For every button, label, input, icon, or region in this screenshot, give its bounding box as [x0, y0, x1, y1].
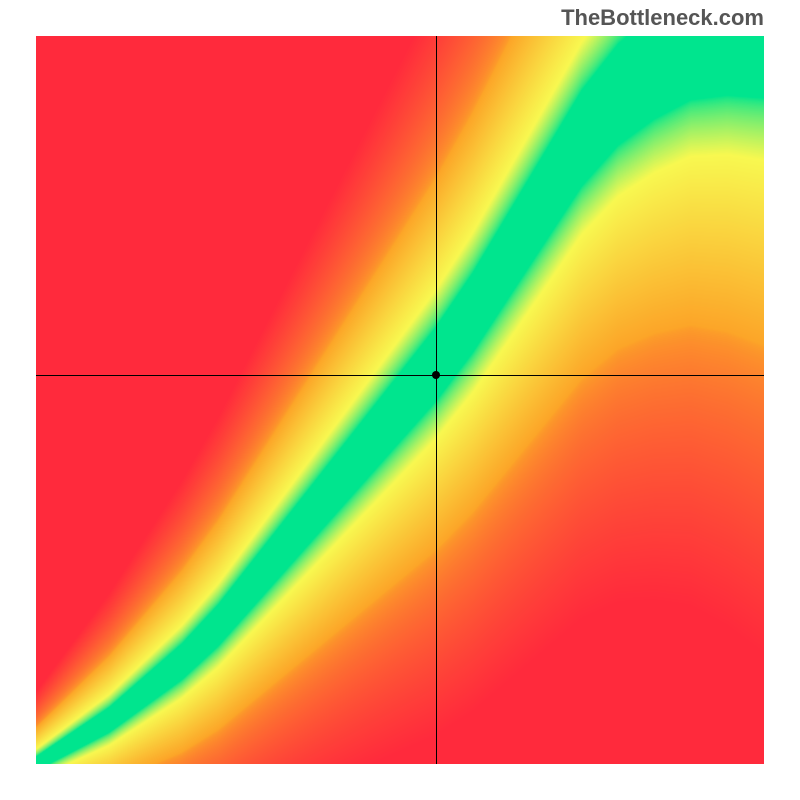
- plot-area: [36, 36, 764, 764]
- crosshair-vertical: [436, 36, 437, 764]
- heatmap-canvas: [36, 36, 764, 764]
- attribution-text: TheBottleneck.com: [561, 5, 764, 31]
- crosshair-marker: [432, 371, 440, 379]
- crosshair-horizontal: [36, 375, 764, 376]
- chart-container: TheBottleneck.com: [0, 0, 800, 800]
